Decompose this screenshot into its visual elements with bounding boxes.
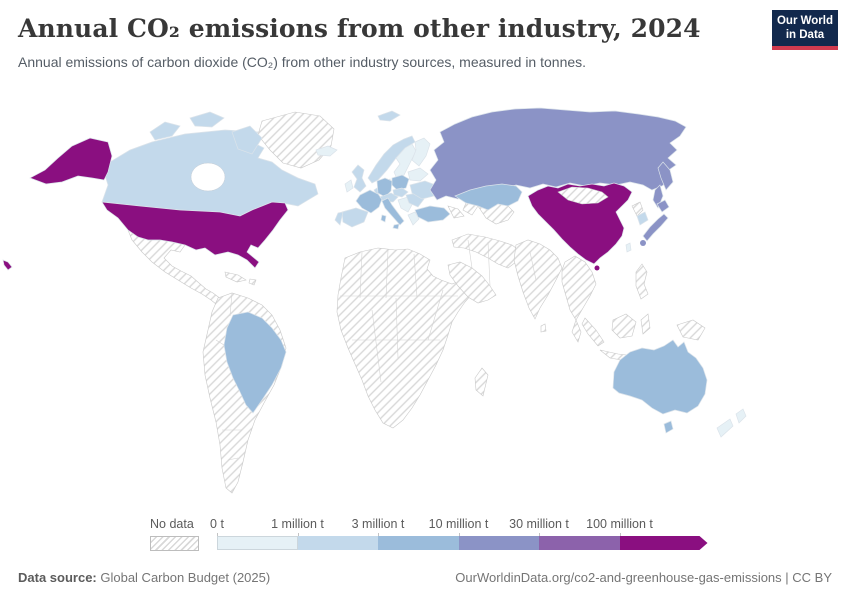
owid-logo-box: Our World in Data [772,10,838,46]
country-hispaniola[interactable] [248,278,257,286]
hudson-bay [190,162,226,192]
legend-tick-label: 3 million t [351,517,405,531]
country-kazakhstan[interactable] [454,183,523,211]
country-china-hainan[interactable] [594,265,600,271]
legend-tick-mark [619,533,621,536]
country-usa-hawaii[interactable] [2,259,13,271]
footer-datasource: Data source: Global Carbon Budget (2025) [18,570,270,585]
country-australia-tasmania[interactable] [663,420,674,434]
region-caucasus[interactable] [447,205,465,219]
country-spain[interactable] [341,207,369,228]
legend-tick-label: 1 million t [271,517,324,531]
legend-bin-4[interactable] [539,536,620,550]
country-greenland[interactable] [257,111,335,169]
country-russia[interactable] [429,107,687,201]
owid-logo-line2: in Data [785,28,825,41]
legend-bin-0[interactable] [217,536,298,550]
footer: Data source: Global Carbon Budget (2025)… [0,570,850,585]
region-indochina[interactable] [561,255,597,321]
country-mongolia[interactable] [557,186,609,205]
country-poland[interactable] [391,174,410,191]
legend-bin-1[interactable] [297,536,378,550]
owid-logo[interactable]: Our World in Data [772,10,838,50]
country-japan-kyushu[interactable] [640,240,646,246]
country-australia[interactable] [612,339,708,415]
country-canada-baffin[interactable] [231,125,263,155]
country-south-korea[interactable] [636,211,649,226]
legend-tick-mark [458,533,460,536]
legend-bin-5[interactable] [620,536,708,550]
country-svalbard[interactable] [377,110,401,122]
owid-logo-line1: Our World [776,15,833,27]
country-ireland[interactable] [344,179,354,193]
country-japan-hokkaido[interactable] [656,199,670,213]
country-belarus-baltics[interactable] [407,167,429,182]
legend-tick-label: 0 t [210,517,224,531]
legend-tick-mark [297,533,299,536]
legend-no-data-label: No data [150,517,194,531]
country-finland[interactable] [411,137,431,167]
legend-tick-mark [217,533,218,536]
country-usa[interactable] [101,201,289,269]
country-greece[interactable] [407,211,420,226]
country-germany[interactable] [376,177,393,198]
country-cuba[interactable] [224,271,247,283]
page-title: Annual CO₂ emissions from other industry… [18,14,701,43]
legend-tick-mark [539,533,540,536]
country-china[interactable] [527,182,633,265]
country-taiwan[interactable] [625,242,632,253]
legend-tick-labels: 0 t 1 million t 3 million t 10 million t 30 … [210,517,717,533]
country-turkey[interactable] [414,205,451,223]
country-canada-arctic-1[interactable] [149,121,181,141]
country-uk[interactable] [351,164,367,193]
island-borneo[interactable] [611,313,637,339]
island-sumatra[interactable] [581,317,605,347]
legend-tick-mark [378,533,379,536]
legend-no-data[interactable]: No data [150,517,199,551]
page-subtitle: Annual emissions of carbon dioxide (CO₂)… [18,54,587,70]
legend-bin-3[interactable] [458,536,539,550]
legend-bin-2[interactable] [378,536,459,550]
country-brazil[interactable] [223,311,287,414]
country-france[interactable] [355,189,383,214]
region-arabia[interactable] [447,261,497,304]
legend-tick-label: 100 million t [586,517,653,531]
island-sulawesi[interactable] [640,313,651,335]
country-japan-honshu[interactable] [642,213,669,242]
owid-logo-red-bar [772,46,838,50]
island-new-guinea[interactable] [676,319,706,341]
country-sri-lanka[interactable] [540,323,547,333]
country-nz-north[interactable] [735,408,747,424]
legend-no-data-swatch[interactable] [150,536,199,551]
country-india[interactable] [513,239,563,320]
country-portugal[interactable] [334,211,344,226]
country-philippines[interactable] [635,263,649,300]
region-malay[interactable] [571,319,582,343]
region-iran[interactable] [451,233,521,269]
legend-tick-label: 30 million t [509,517,569,531]
country-madagascar[interactable] [474,367,489,397]
region-africa[interactable] [336,247,479,429]
footer-datasource-label: Data source: [18,570,97,585]
country-italy[interactable] [380,197,405,230]
country-czech-region[interactable] [392,187,409,198]
country-north-korea[interactable] [631,201,644,217]
country-russia-kamchatka[interactable] [657,161,674,191]
footer-datasource-text: Global Carbon Budget (2025) [96,570,271,585]
country-borders [215,239,537,461]
footer-credit-link[interactable]: OurWorldinData.org/co2-and-greenhouse-ga… [455,570,832,585]
country-sweden[interactable] [393,143,417,182]
country-usa-alaska[interactable] [29,137,113,185]
legend-color-bar: 0 t 1 million t 3 million t 10 million t 30 … [210,517,717,550]
country-iceland[interactable] [315,145,338,157]
legend-segments [217,536,717,550]
legend-tick-marks [217,533,717,536]
legend-tick-label: 10 million t [428,517,489,531]
country-nz-south[interactable] [716,418,734,438]
country-canada-arctic-2[interactable] [189,111,225,128]
